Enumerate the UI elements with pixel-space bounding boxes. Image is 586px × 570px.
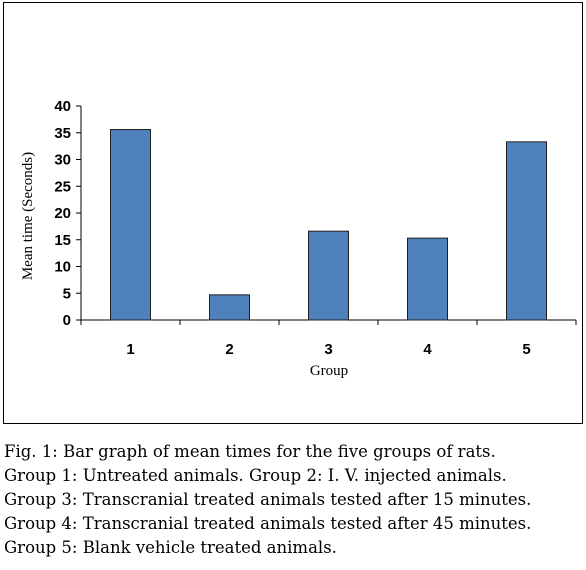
y-tick-label: 40 — [54, 98, 71, 115]
bar — [110, 129, 151, 321]
bar-chart: 0 5 10 15 20 25 30 35 40 1 2 3 4 5 Mean time (Seconds… — [20, 98, 577, 379]
y-axis-title: Mean time (Seconds) — [20, 152, 36, 280]
bar — [209, 294, 250, 321]
caption-line: Group 3: Transcranial treated animals te… — [4, 490, 532, 509]
figure-caption: Fig. 1: Bar graph of mean times for the … — [4, 440, 586, 560]
caption-line: Group 1: Untreated animals. Group 2: I. … — [4, 466, 507, 485]
bar — [506, 141, 547, 321]
y-tick-label: 10 — [54, 259, 71, 276]
y-tick-label: 0 — [63, 312, 71, 329]
y-tick-label: 5 — [63, 285, 71, 302]
x-tick-label: 3 — [324, 341, 332, 358]
caption-line: Fig. 1: Bar graph of mean times for the … — [4, 442, 496, 461]
bar — [407, 237, 448, 321]
y-tick-label: 25 — [54, 178, 71, 195]
y-tick-label: 30 — [54, 152, 71, 169]
y-tick-label: 15 — [54, 232, 71, 249]
caption-line: Group 5: Blank vehicle treated animals. — [4, 538, 337, 557]
chart-frame: 0 5 10 15 20 25 30 35 40 1 2 3 4 5 Mean time (Seconds… — [3, 2, 583, 424]
x-tick-label: 5 — [522, 341, 530, 358]
y-tick-label: 20 — [54, 205, 71, 222]
x-tick-label: 1 — [126, 341, 134, 358]
x-tick-label: 2 — [225, 341, 233, 358]
y-tick-label: 35 — [54, 125, 71, 142]
x-tick-label: 4 — [423, 341, 432, 358]
bar — [308, 230, 349, 321]
x-axis-title: Group — [310, 363, 348, 379]
plot-area: 0 5 10 15 20 25 30 35 40 1 2 3 4 5 — [54, 98, 577, 358]
caption-line: Group 4: Transcranial treated animals te… — [4, 514, 532, 533]
